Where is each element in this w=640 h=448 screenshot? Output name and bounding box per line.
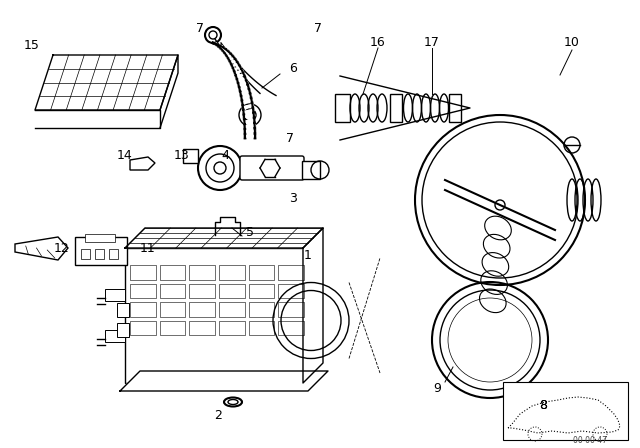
Text: 6: 6 [289,61,297,74]
Text: 4: 4 [221,148,229,161]
Bar [278,284,304,298]
Polygon shape [35,110,160,128]
Bar [449,94,461,122]
Bar [335,94,350,122]
Polygon shape [125,228,323,248]
Bar [130,284,156,298]
Text: 2: 2 [214,409,222,422]
Text: 7: 7 [314,22,322,34]
Bar [105,330,125,342]
Text: 12: 12 [54,241,70,254]
Polygon shape [35,55,178,110]
Text: 17: 17 [424,35,440,48]
Bar [219,284,244,298]
Text: 10: 10 [564,35,580,48]
Text: 00 00 47: 00 00 47 [573,435,607,444]
Bar [503,382,628,440]
Bar [189,265,215,280]
Bar [219,302,244,317]
Text: 8: 8 [539,399,547,412]
Text: 7: 7 [196,22,204,34]
Bar [117,303,129,317]
Bar [159,302,186,317]
FancyBboxPatch shape [240,156,304,180]
Bar [95,249,104,259]
Bar [130,321,156,335]
Bar [249,321,275,335]
Bar [105,289,125,301]
Bar [75,237,127,265]
Text: 14: 14 [117,148,133,161]
Text: 13: 13 [174,148,190,161]
Bar [109,249,118,259]
Bar [130,265,156,280]
Bar [278,321,304,335]
Polygon shape [160,55,178,128]
Text: 16: 16 [370,35,386,48]
Text: 3: 3 [289,191,297,204]
Text: 15: 15 [24,39,40,52]
Text: 5: 5 [246,225,254,238]
Bar [85,234,115,242]
Bar [278,265,304,280]
Polygon shape [303,228,323,383]
Bar [159,321,186,335]
Bar [189,284,215,298]
Bar [278,302,304,317]
Bar [189,321,215,335]
Text: 11: 11 [140,241,156,254]
Bar [117,323,129,337]
Bar [159,284,186,298]
Bar [189,302,215,317]
Polygon shape [130,157,155,170]
Bar [130,302,156,317]
Bar [219,321,244,335]
Text: 1: 1 [304,249,312,262]
Bar [125,248,303,383]
Bar [249,302,275,317]
Text: 7: 7 [286,132,294,145]
Polygon shape [15,237,68,260]
Text: 9: 9 [433,382,441,395]
Bar [159,265,186,280]
Polygon shape [120,371,328,391]
Bar [219,265,244,280]
Bar [81,249,90,259]
Text: 8: 8 [539,399,547,412]
Bar [249,284,275,298]
Bar [249,265,275,280]
Bar [390,94,402,122]
Bar [302,161,320,179]
Bar [183,149,198,163]
